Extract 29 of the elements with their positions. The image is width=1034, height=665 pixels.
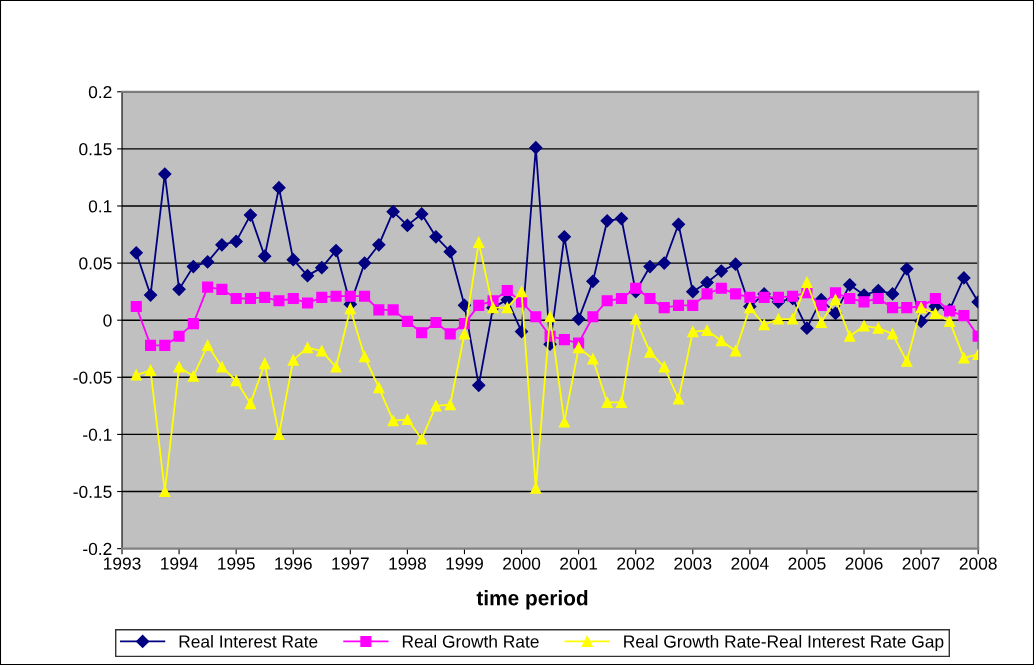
y-tick-label: 0 [103,314,112,327]
x-tick-label: 1999 [446,557,483,570]
y-tick-label: -0.1 [83,428,112,441]
x-tick-label: 1993 [104,557,141,570]
x-tick-label: 2007 [902,557,940,570]
x-tick-label: 2008 [959,557,997,570]
x-tick-label: 1996 [275,557,312,570]
x-tick-label: 1997 [332,557,369,570]
y-tick-label: 0.1 [88,200,112,213]
y-tick-label: 0.15 [79,143,112,156]
legend-label: Real Interest Rate [179,634,318,648]
legend-label: Real Growth Rate [402,634,539,648]
x-tick-label: 2002 [617,557,655,570]
y-tick-label: 0.2 [88,85,112,99]
x-tick-label: 2003 [674,557,712,570]
y-tick-label: -0.2 [83,542,112,556]
legend-label: Real Growth Rate-Real Interest Rate Gap [624,634,944,652]
x-tick-label: 2000 [503,557,541,570]
x-tick-label: 1998 [389,557,426,570]
x-tick-label: 2005 [788,557,826,570]
x-tick-label: 2001 [560,557,598,570]
y-tick-label: 0.05 [79,257,112,270]
y-tick-label: -0.15 [73,485,112,498]
x-tick-label: 2004 [731,557,769,570]
x-tick-label: 1995 [218,557,255,570]
x-axis-title: time period [476,590,588,610]
x-tick-label: 1994 [161,557,198,570]
x-tick-label: 2006 [845,557,883,570]
y-tick-label: -0.05 [73,371,112,384]
